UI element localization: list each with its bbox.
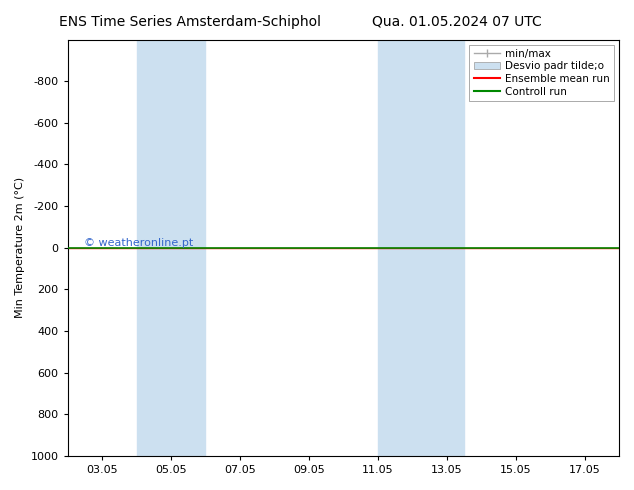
Text: Qua. 01.05.2024 07 UTC: Qua. 01.05.2024 07 UTC [372,15,541,29]
Y-axis label: Min Temperature 2m (°C): Min Temperature 2m (°C) [15,177,25,318]
Text: ENS Time Series Amsterdam-Schiphol: ENS Time Series Amsterdam-Schiphol [59,15,321,29]
Legend: min/max, Desvio padr tilde;o, Ensemble mean run, Controll run: min/max, Desvio padr tilde;o, Ensemble m… [469,45,614,101]
Bar [378,40,464,456]
Text: © weatheronline.pt: © weatheronline.pt [84,238,193,248]
Bar [136,40,205,456]
